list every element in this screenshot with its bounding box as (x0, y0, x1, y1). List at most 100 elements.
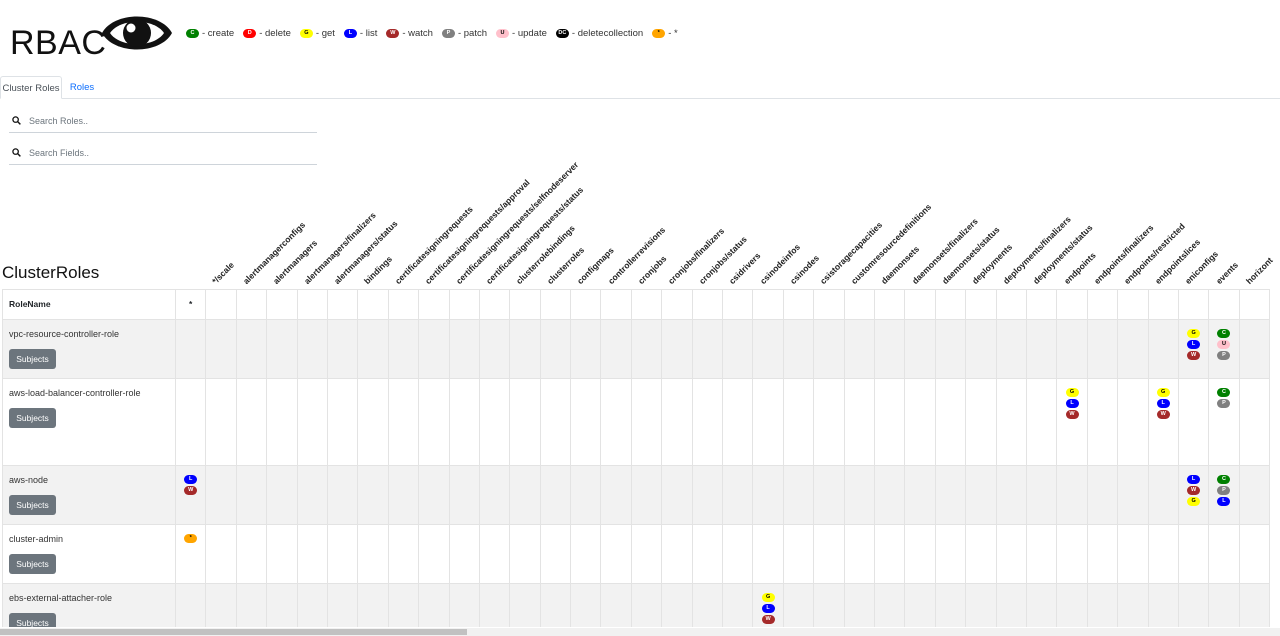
column-cell-header (509, 289, 541, 320)
permission-cell (661, 524, 693, 584)
permission-cell (995, 524, 1027, 584)
permission-cell (1177, 378, 1210, 466)
permission-cell (1086, 378, 1119, 466)
permission-cell (752, 524, 784, 584)
permission-cell (1238, 583, 1271, 627)
permission-cell (630, 378, 663, 466)
role-name-cell: aws-load-balancer-controller-role Subject… (2, 378, 176, 466)
legend-label: - get (315, 28, 335, 39)
scrollbar-thumb[interactable] (0, 629, 467, 635)
permission-cell (478, 465, 511, 525)
legend-badge: C (186, 29, 199, 38)
permission-badge: * (184, 534, 198, 543)
permission-cell (418, 465, 450, 525)
permission-cell (478, 524, 511, 584)
permission-cell (1025, 583, 1058, 627)
permission-badge: W (1187, 486, 1201, 495)
permission-cell (995, 465, 1027, 525)
permission-cell (904, 524, 936, 584)
permission-cell (448, 319, 480, 379)
column-header-label: cronjobs/finalizers (666, 225, 727, 286)
permission-cell (1025, 465, 1058, 525)
permission-cell (1056, 583, 1088, 627)
search-icon (12, 116, 21, 125)
subjects-button[interactable]: Subjects (9, 349, 56, 369)
role-name-cell: ebs-external-attacher-role Subjects (2, 583, 176, 627)
column-header-label: horizont (1243, 255, 1275, 286)
permission-cell (509, 465, 541, 525)
permission-cell (509, 378, 541, 466)
permission-cell (813, 319, 845, 379)
subjects-button[interactable]: Subjects (9, 495, 56, 515)
permission-cell (296, 524, 328, 584)
permission-badge: P (1217, 486, 1231, 495)
permission-cell (722, 583, 754, 627)
permission-cell (205, 524, 237, 584)
subjects-button[interactable]: Subjects (9, 408, 56, 428)
permission-cell (235, 465, 268, 525)
tab-roles[interactable]: Roles (69, 82, 95, 93)
permission-cell (326, 583, 359, 627)
permission-cell (1147, 583, 1179, 627)
permission-cell (843, 319, 875, 379)
permission-badge: W (761, 615, 775, 624)
permission-cell (873, 465, 906, 525)
permission-cell (965, 465, 997, 525)
permission-badge: P (1217, 351, 1231, 360)
roles-table-container[interactable]: RoleName * vpc-resource-controller-role Su… (2, 289, 1280, 627)
horizontal-scrollbar[interactable] (0, 628, 1280, 636)
permission-cell (722, 319, 754, 379)
permission-cell (934, 319, 967, 379)
permission-cell (904, 378, 936, 466)
permission-cell (661, 583, 693, 627)
column-cell-header (722, 289, 754, 320)
permission-cell (478, 319, 511, 379)
table-row: vpc-resource-controller-role Subjects G L W C… (2, 319, 1271, 379)
role-name: vpc-resource-controller-role (9, 329, 120, 339)
section-title: ClusterRoles (2, 263, 100, 282)
permission-cell (965, 524, 997, 584)
subjects-button[interactable]: Subjects (9, 613, 56, 627)
permission-cell (387, 465, 420, 525)
column-cell-header (357, 289, 389, 320)
permission-cell (782, 319, 815, 379)
subjects-button[interactable]: Subjects (9, 554, 56, 574)
permission-cell (752, 319, 784, 379)
table-row: aws-node Subjects L W L W G C P L (2, 465, 1271, 525)
permission-cell (934, 378, 967, 466)
permission-cell (1056, 319, 1088, 379)
permission-badge: W (184, 486, 198, 495)
permission-badge: C (1217, 475, 1231, 484)
permission-cell (843, 583, 875, 627)
permission-cell (904, 319, 936, 379)
column-cell-header (995, 289, 1027, 320)
permission-cell (1117, 465, 1149, 525)
permission-cell (235, 378, 268, 466)
permission-cell (691, 319, 724, 379)
permission-cell (174, 583, 207, 627)
permission-cell (813, 583, 845, 627)
permission-cell (418, 378, 450, 466)
search-roles-input[interactable] (29, 114, 309, 128)
column-cell-header (1147, 289, 1179, 320)
permission-badge: L (1187, 475, 1201, 484)
permission-cell (813, 524, 845, 584)
permission-cell (600, 583, 632, 627)
permission-badge: U (1217, 340, 1231, 349)
column-cell-header (661, 289, 693, 320)
permission-cell (1208, 583, 1240, 627)
column-cell-header (418, 289, 450, 320)
search-fields-field (9, 143, 317, 165)
permission-cell (205, 465, 237, 525)
permission-cell (266, 583, 298, 627)
tab-cluster-roles[interactable]: Cluster Roles (0, 76, 62, 99)
permission-cell (873, 378, 906, 466)
search-fields-input[interactable] (29, 146, 309, 160)
column-cell-header (1238, 289, 1271, 320)
legend-label: - patch (457, 28, 488, 39)
permission-cell (722, 378, 754, 466)
permission-badge: L (1156, 399, 1170, 408)
